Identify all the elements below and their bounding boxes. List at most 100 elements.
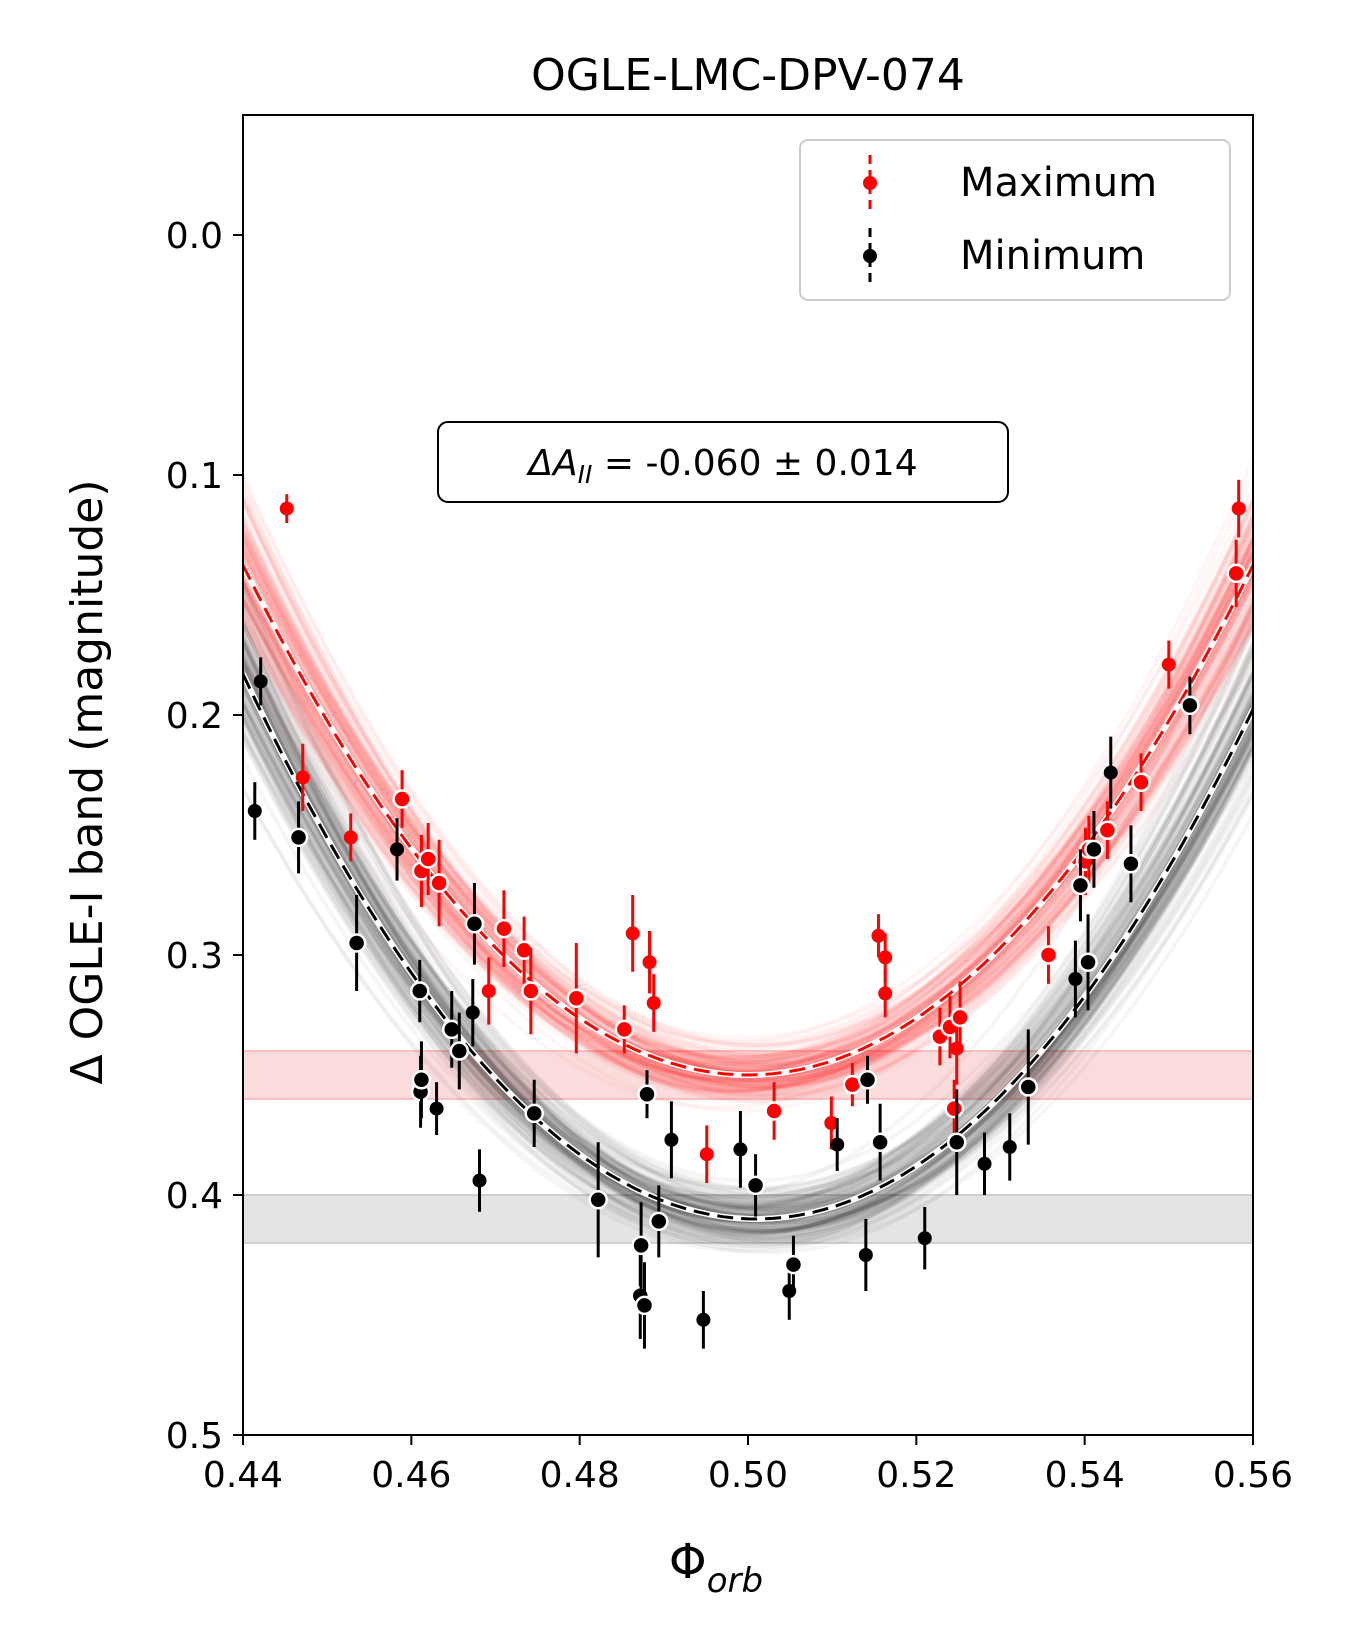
data-point — [830, 1137, 845, 1152]
y-tick-label: 0.1 — [166, 456, 223, 497]
data-point — [1226, 563, 1246, 584]
data-point — [878, 986, 893, 1001]
data-point — [566, 988, 587, 1008]
data-point — [429, 1101, 444, 1116]
data-point — [614, 1019, 635, 1040]
data-point — [871, 928, 886, 943]
data-point — [824, 1116, 839, 1130]
data-point — [418, 849, 438, 869]
data-point — [494, 918, 514, 939]
x-axis-label-subscript: orb — [707, 1561, 763, 1601]
annotation-subscript: II — [578, 460, 593, 489]
data-points — [247, 479, 1246, 1349]
data-point — [634, 1295, 655, 1316]
data-point — [950, 1007, 970, 1028]
data-point — [1180, 695, 1200, 716]
data-point — [390, 842, 405, 857]
data-point — [1002, 1140, 1017, 1154]
data-point — [857, 1070, 878, 1090]
data-point — [870, 1132, 890, 1152]
data-point — [625, 926, 640, 941]
x-axis-label-main: Φ — [669, 1534, 707, 1590]
data-point — [449, 1041, 470, 1061]
data-point — [745, 1175, 766, 1196]
y-tick-label: 0.5 — [166, 1416, 223, 1457]
data-point — [588, 1190, 608, 1210]
data-point — [699, 1147, 714, 1162]
y-tick-label: 0.3 — [166, 936, 223, 977]
plot-area — [243, 479, 1253, 1349]
data-point — [1070, 875, 1091, 896]
annotation-box: ΔAII = -0.060 ± 0.014 — [437, 421, 1009, 503]
data-point — [944, 1098, 964, 1119]
data-point — [1161, 657, 1176, 672]
data-point — [946, 1132, 967, 1152]
legend-entry-minimum: Minimum — [863, 228, 1145, 284]
data-point — [295, 770, 310, 785]
data-point — [949, 1041, 964, 1056]
data-point — [917, 1231, 932, 1246]
legend-frame — [799, 139, 1231, 301]
data-point — [733, 1142, 748, 1157]
y-axis: 0.0 0.1 0.2 0.3 0.4 0.5 — [166, 216, 243, 1457]
data-point — [279, 501, 294, 516]
x-axis: 0.44 0.46 0.48 0.50 0.52 0.54 0.56 — [203, 1435, 1293, 1496]
y-axis-label: Δ OGLE-I band (magnitude) — [62, 480, 113, 1085]
x-tick-label: 0.56 — [1213, 1455, 1293, 1496]
data-point — [977, 1156, 992, 1171]
data-point — [521, 981, 541, 1001]
fit-curve-minimum — [243, 673, 1253, 1221]
data-point — [514, 940, 534, 960]
data-point — [247, 804, 262, 818]
data-point — [1018, 1077, 1039, 1097]
x-tick-label: 0.54 — [1045, 1455, 1125, 1496]
data-point — [481, 984, 496, 998]
legend-label: Minimum — [960, 233, 1145, 279]
x-axis-label: Φorb — [669, 1534, 763, 1601]
data-point — [764, 1101, 784, 1121]
data-point — [1068, 972, 1083, 986]
data-point — [646, 996, 661, 1010]
legend-entry-maximum: Maximum — [863, 155, 1157, 211]
y-tick-label: 0.2 — [166, 696, 223, 737]
fit-curve-maximum — [243, 564, 1253, 1077]
x-tick-label: 0.46 — [371, 1455, 451, 1496]
y-tick-label: 0.4 — [166, 1176, 223, 1217]
data-point — [631, 1235, 651, 1256]
data-point — [472, 1173, 487, 1188]
x-tick-label: 0.44 — [203, 1455, 283, 1496]
data-point — [343, 830, 358, 845]
x-tick-label: 0.50 — [708, 1455, 788, 1496]
annotation-text: ΔAII = -0.060 ± 0.014 — [525, 443, 917, 489]
data-point — [858, 1248, 873, 1262]
data-point — [642, 955, 657, 970]
data-point — [637, 1084, 657, 1104]
data-point — [441, 1019, 462, 1040]
legend-marker — [863, 249, 877, 263]
legend: Maximum Minimum — [799, 139, 1231, 301]
data-point — [346, 933, 367, 953]
annotation-value: = -0.060 ± 0.014 — [592, 443, 917, 484]
data-point — [649, 1211, 669, 1232]
data-point — [1078, 952, 1098, 972]
y-tick-label: 0.0 — [166, 216, 223, 257]
data-point — [1038, 945, 1059, 965]
data-point — [411, 1070, 432, 1090]
data-point — [1097, 820, 1118, 840]
legend-label: Maximum — [960, 160, 1157, 206]
chart-title: OGLE-LMC-DPV-074 — [531, 50, 965, 101]
data-point — [392, 789, 412, 809]
data-point — [1231, 501, 1246, 516]
data-point — [696, 1312, 711, 1327]
data-point — [783, 1254, 804, 1275]
annotation-prefix: ΔA — [525, 443, 577, 484]
data-point — [253, 674, 268, 689]
data-point — [465, 1005, 480, 1020]
data-point — [410, 981, 430, 1001]
legend-marker — [863, 176, 877, 190]
data-point — [288, 827, 309, 848]
series-minimum — [247, 657, 1200, 1349]
data-point — [664, 1132, 679, 1147]
data-point — [464, 914, 485, 934]
